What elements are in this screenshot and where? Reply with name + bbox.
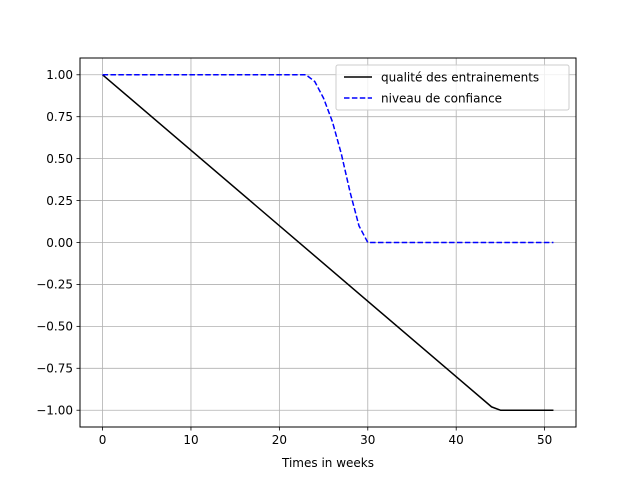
y-tick-label: −1.00	[36, 404, 73, 418]
y-tick-label: 0.75	[46, 110, 73, 124]
y-tick-label: 0.50	[46, 152, 73, 166]
x-tick-label: 30	[360, 433, 375, 447]
x-tick-label: 0	[99, 433, 107, 447]
y-tick-label: −0.75	[36, 362, 73, 376]
y-tick-label: 0.00	[46, 236, 73, 250]
legend-box	[335, 64, 570, 111]
series-line-2	[102, 74, 554, 244]
x-tick-label: 50	[537, 433, 552, 447]
x-tick-label: 20	[272, 433, 287, 447]
series-lines	[102, 74, 554, 411]
legend-label-1: qualité des entrainements	[381, 70, 539, 84]
x-tick-label: 40	[449, 433, 464, 447]
y-tick-label: −0.25	[36, 278, 73, 292]
y-tick-label: 0.25	[46, 194, 73, 208]
x-tick-label: 10	[183, 433, 198, 447]
y-tick-label: −0.50	[36, 320, 73, 334]
y-tick-label: 1.00	[46, 68, 73, 82]
legend-label-2: niveau de confiance	[381, 91, 502, 105]
series-line-1	[102, 74, 554, 411]
x-axis-label: Times in weeks	[281, 456, 374, 470]
legend: qualité des entrainements niveau de confi…	[335, 64, 570, 111]
axis-ticks: 0 10 20 30 40 50 1.00 0.75 0.50 0.25 0.00 −0.25 −0.5…	[36, 68, 552, 447]
